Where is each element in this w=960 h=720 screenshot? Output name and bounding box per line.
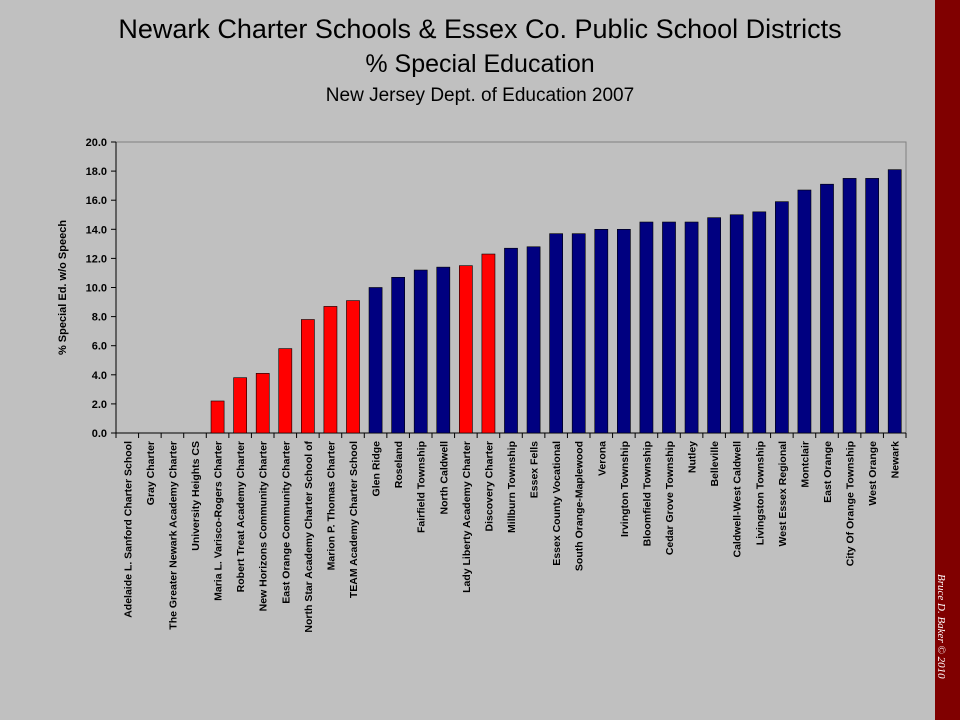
bar: [504, 247, 518, 434]
bar: [255, 373, 270, 434]
bar: [481, 253, 496, 434]
chart-subtitle: % Special Education: [365, 50, 595, 78]
bar: [865, 178, 879, 434]
x-tick-label: Discovery Charter: [483, 441, 495, 531]
bar: [617, 229, 631, 434]
x-tick-label: TEAM Academy Charter School: [348, 441, 360, 598]
x-tick-label: West Orange: [867, 441, 879, 506]
y-axis-title: % Special Ed. w/o Speech: [57, 220, 69, 355]
bar: [707, 217, 721, 434]
bar: [571, 233, 586, 434]
bar: [436, 266, 451, 434]
y-tick-label: 2.0: [92, 399, 107, 411]
y-tick-label: 16.0: [86, 195, 107, 207]
bar: [526, 246, 541, 434]
y-tick-label: 4.0: [92, 370, 107, 382]
bar: [820, 183, 834, 434]
x-tick-label: Essex County Vocational: [551, 441, 563, 566]
x-tick-label: South Orange-Maplewood: [574, 441, 586, 571]
bar-chart: 0.0 2.0 4.0 6.0 8.0 10.0 12.0 14.0 16.0 18.0 20.0%…: [57, 137, 907, 633]
x-tick-label: Montclair: [799, 441, 811, 488]
y-tick-label: 6.0: [92, 341, 107, 353]
bar: [368, 287, 383, 434]
x-tick-label: Cedar Grove Township: [664, 441, 676, 555]
x-tick-label: Nutley: [687, 441, 699, 473]
x-tick-label: Adelaide L. Sanford Charter School: [122, 441, 134, 618]
x-tick-label: Gray Charter: [145, 441, 157, 505]
x-tick-label: Roseland: [393, 441, 405, 488]
x-tick-label: Marion P. Thomas Charter: [325, 441, 337, 570]
y-tick-label: 10.0: [86, 283, 107, 295]
x-tick-label: City Of Orange Township: [845, 441, 857, 566]
x-tick-label: East Orange Community Charter: [280, 441, 292, 604]
x-tick-label: North Star Academy Charter School of: [303, 441, 315, 633]
bar: [887, 169, 902, 434]
x-tick-label: North Caldwell: [438, 441, 450, 515]
bar: [797, 189, 812, 434]
x-tick-label: Maria L. Varisco-Rogers Charter: [213, 441, 225, 601]
x-tick-label: University Heights CS: [190, 441, 202, 551]
y-tick-label: 14.0: [86, 224, 107, 236]
chart-source: New Jersey Dept. of Education 2007: [325, 85, 635, 106]
bar: [301, 319, 315, 434]
x-tick-label: Livingston Township: [754, 441, 766, 545]
bar: [594, 229, 609, 434]
x-tick-label: Lady Liberty Academy Charter: [461, 441, 473, 593]
x-tick-label: Essex Fells: [529, 441, 541, 498]
x-tick-label: East Orange: [822, 441, 834, 503]
bar: [775, 201, 789, 434]
x-tick-label: Belleville: [709, 441, 721, 487]
bar: [684, 221, 699, 434]
sidebar-stripe: [935, 0, 960, 720]
y-tick-label: 0.0: [92, 428, 107, 440]
bar: [323, 306, 338, 434]
bar: [662, 221, 676, 434]
x-tick-label: West Essex Regional: [777, 441, 789, 547]
bar: [210, 400, 225, 434]
x-tick-label: Irvington Township: [619, 441, 631, 537]
x-tick-label: Fairfield Township: [416, 441, 428, 533]
x-tick-label: Robert Treat Academy Charter: [235, 441, 247, 592]
x-tick-label: Newark: [890, 441, 902, 479]
bar: [391, 277, 405, 434]
x-tick-label: The Greater Newark Academy Charter: [167, 441, 179, 630]
x-tick-label: Verona: [596, 441, 608, 476]
bar: [346, 300, 360, 434]
x-tick-label: New Horizons Community Charter: [258, 441, 270, 611]
bar: [549, 233, 563, 434]
bar: [278, 348, 293, 434]
y-tick-label: 18.0: [86, 166, 107, 178]
author-credit: Bruce D. Baker © 2010: [935, 574, 947, 679]
x-tick-label: Millburn Township: [506, 441, 518, 533]
x-tick-label: Glen Ridge: [371, 441, 383, 497]
y-tick-label: 20.0: [86, 137, 107, 149]
y-tick-label: 8.0: [92, 312, 107, 324]
y-tick-label: 12.0: [86, 253, 107, 265]
bar: [729, 214, 744, 434]
x-tick-label: Bloomfield Township: [641, 441, 653, 546]
bar: [639, 221, 654, 434]
bar: [413, 269, 428, 434]
bar: [233, 377, 247, 434]
bar: [459, 265, 473, 434]
bar: [842, 178, 857, 434]
x-tick-label: Caldwell-West Caldwell: [732, 441, 744, 558]
chart-title: Newark Charter Schools & Essex Co. Publi…: [118, 14, 842, 44]
bar: [752, 211, 767, 434]
